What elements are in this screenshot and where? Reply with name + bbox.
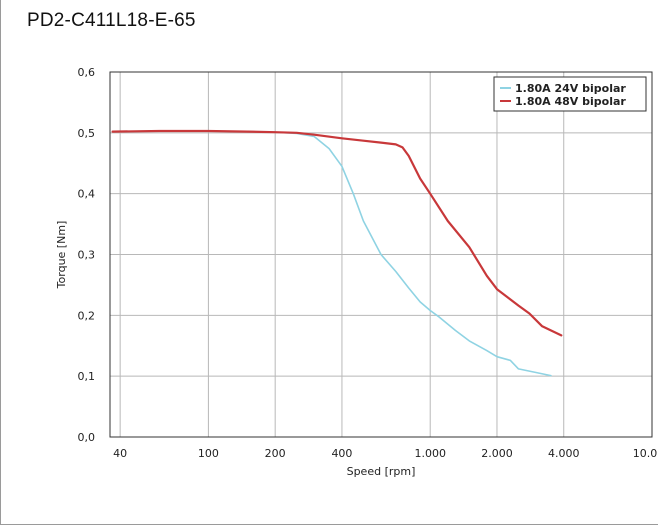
series-line-24v [111, 130, 552, 377]
x-tick-label: 200 [265, 447, 286, 460]
y-tick-label: 0,3 [78, 249, 96, 262]
legend-box [493, 76, 647, 112]
legend-label-48v: 1.80A 48V bipolar [515, 95, 626, 108]
tick-labels: 40 100 200 400 1.000 2.000 4.000 10.000 0,0 0,1 0,… [78, 66, 658, 460]
x-tick-label: 10.000 [633, 447, 658, 460]
y-tick-label: 0,5 [78, 127, 96, 140]
y-tick-label: 0,1 [78, 370, 96, 383]
y-tick-label: 0,4 [78, 188, 96, 201]
series-line-48v [111, 129, 563, 337]
x-tick-label: 1.000 [414, 447, 446, 460]
plot-area [109, 71, 653, 438]
y-tick-label: 0,6 [78, 66, 96, 79]
x-tick-label: 2.000 [481, 447, 513, 460]
legend: 1.80A 24V bipolar 1.80A 48V bipolar [493, 76, 647, 112]
x-tick-label: 40 [113, 447, 127, 460]
legend-label-24v: 1.80A 24V bipolar [515, 82, 626, 95]
y-tick-label: 0,2 [78, 309, 96, 322]
series-group [111, 129, 563, 377]
x-axis-label: Speed [rpm] [347, 465, 416, 478]
y-axis-label: Torque [Nm] [55, 221, 68, 290]
chart-title: PD2-C411L18-E-65 [27, 10, 196, 31]
x-tick-label: 4.000 [548, 447, 580, 460]
x-tick-label: 100 [198, 447, 219, 460]
y-tick-label: 0,0 [78, 431, 96, 444]
x-tick-label: 400 [331, 447, 352, 460]
